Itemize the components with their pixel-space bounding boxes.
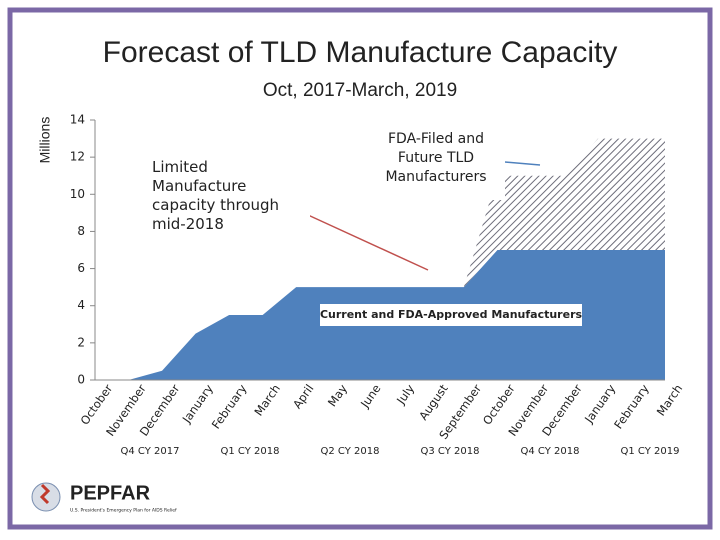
annotation-box	[367, 128, 505, 200]
callout-line	[307, 214, 429, 271]
y-axis-label: Millions	[37, 117, 53, 164]
logo-ribbon	[39, 483, 51, 505]
annotation-text: Limited Manufacture capacity through mid…	[152, 158, 280, 233]
y-tick-label: 6	[77, 261, 85, 275]
y-tick-label: 14	[70, 113, 85, 127]
y-tick-label: 4	[77, 298, 85, 312]
quarter-label: Q1 CY 2019	[621, 446, 680, 457]
logo-globe	[31, 482, 61, 512]
annotation: Limited Manufacture capacity through mid…	[152, 158, 280, 233]
chart-title: Forecast of TLD Manufacture Capacity	[103, 36, 618, 69]
annotation-box	[148, 155, 310, 250]
y-tick-label: 12	[70, 150, 85, 164]
annotations: Limited Manufacture capacity through mid…	[148, 128, 582, 326]
quarter-label: Q4 CY 2018	[521, 446, 580, 457]
y-tick-label: 2	[77, 335, 85, 349]
logo-name: PEPFAR	[70, 482, 151, 504]
logo: PEPFAR U.S. President's Emergency Plan f…	[31, 482, 177, 514]
callout-line	[504, 161, 541, 166]
y-tick-label: 10	[70, 187, 85, 201]
annotation: FDA-Filed and Future TLD Manufacturers	[385, 131, 487, 185]
series-label: Current and FDA-Approved Manufacturers	[320, 308, 583, 321]
y-tick-label: 0	[77, 373, 85, 387]
series-label: FDA-Filed and Future TLD Manufacturers	[385, 131, 487, 185]
y-tick-label: 8	[77, 224, 85, 238]
quarter-label: Q3 CY 2018	[421, 446, 480, 457]
chart-subtitle: Oct, 2017-March, 2019	[263, 80, 457, 101]
annotation-box	[320, 304, 582, 326]
quarter-label: Q4 CY 2017	[121, 446, 180, 457]
logo-tagline: U.S. President's Emergency Plan for AIDS…	[70, 508, 177, 514]
quarter-label: Q1 CY 2018	[221, 446, 280, 457]
quarter-label: Q2 CY 2018	[321, 446, 380, 457]
area	[95, 138, 665, 380]
